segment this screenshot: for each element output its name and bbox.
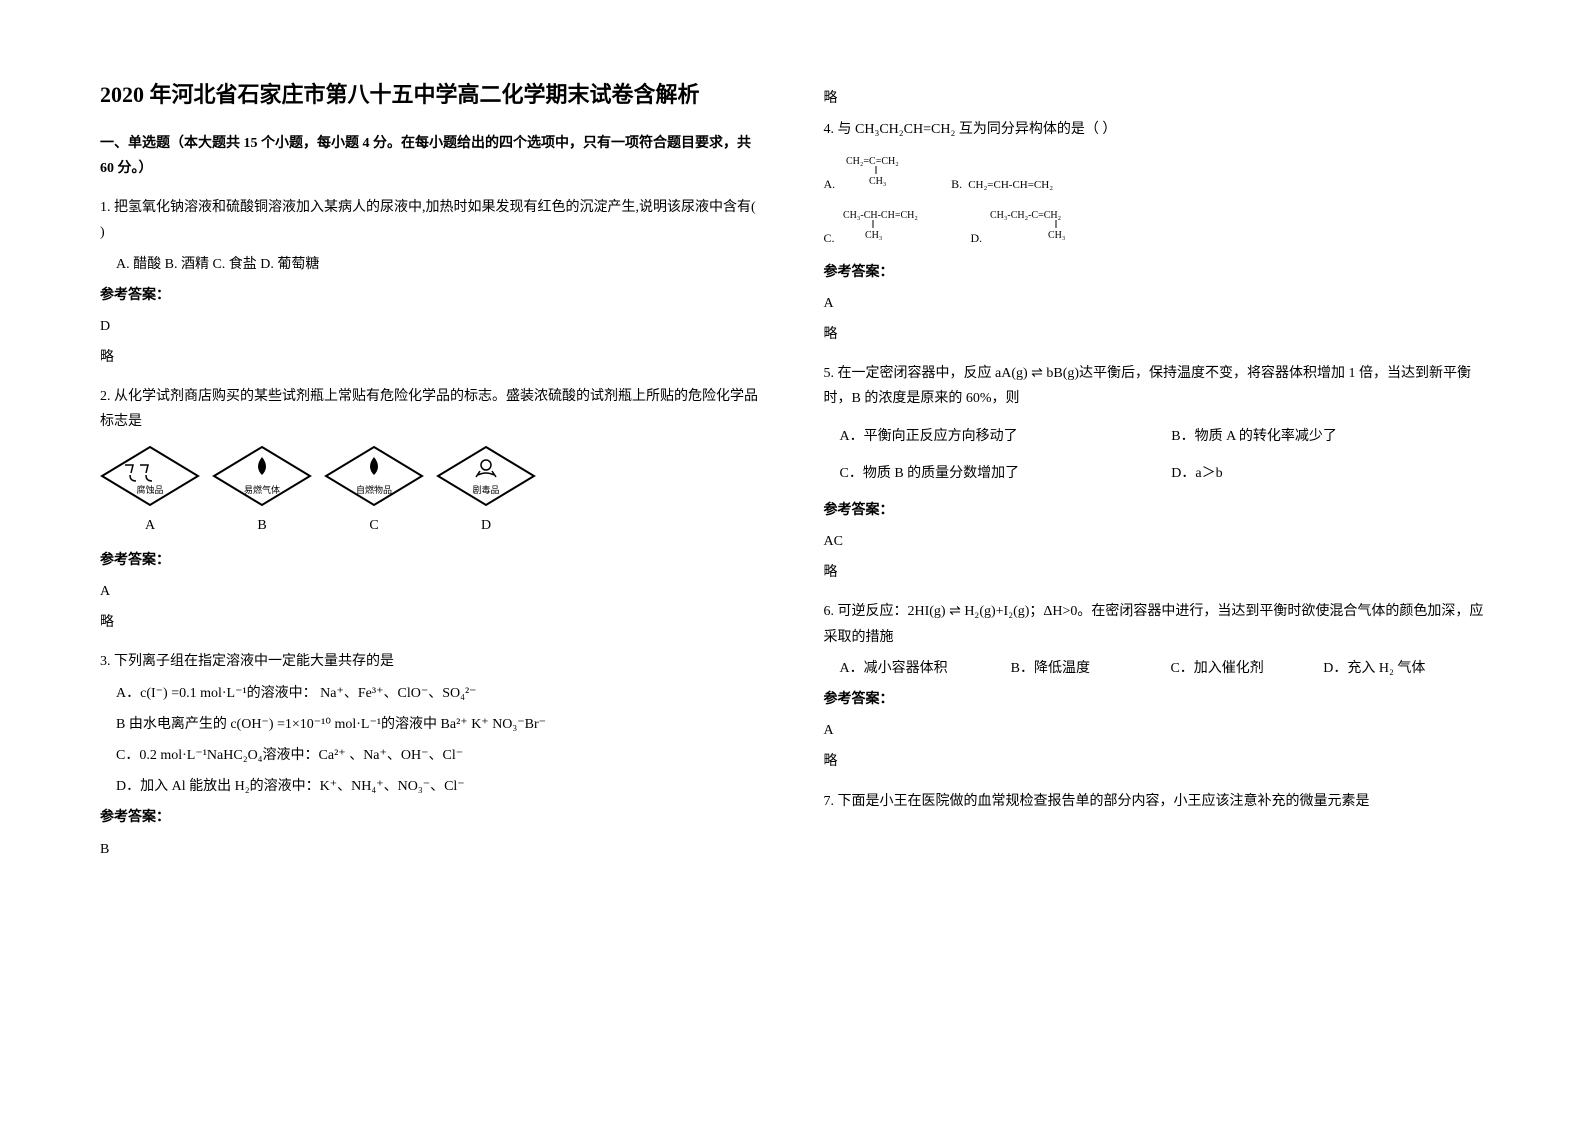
q5-option-b: B．物质 A 的转化率减少了 bbox=[1171, 424, 1487, 449]
hazard-toxic-icon: 剧毒品 bbox=[436, 445, 536, 507]
q7-text: 7. 下面是小王在医院做的血常规检查报告单的部分内容，小王应该注意补充的微量元素… bbox=[824, 789, 1488, 814]
question-5: 5. 在一定密闭容器中，反应 aA(g) ⇌ bB(g)达平衡后，保持温度不变，… bbox=[824, 361, 1488, 585]
q2-answer-label: 参考答案： bbox=[100, 548, 764, 573]
q4-structure-a-icon: CH₂=C=CH₂ CH₃ bbox=[841, 152, 921, 196]
q4-structure-c-icon: CH₃-CH-CH=CH₂ CH₃ bbox=[841, 206, 941, 250]
q6-brief: 略 bbox=[824, 749, 1488, 774]
document-title: 2020 年河北省石家庄市第八十五中学高二化学期末试卷含解析 bbox=[100, 80, 764, 111]
question-6: 6. 可逆反应：2HI(g) ⇌ H₂(g)+I₂(g)；ΔH>0。在密闭容器中… bbox=[824, 599, 1488, 774]
svg-text:CH₃: CH₃ bbox=[865, 230, 882, 241]
q5-answer: AC bbox=[824, 529, 1488, 554]
hazard-c-label: 自燃物品 bbox=[356, 484, 392, 495]
q1-text: 1. 把氢氧化钠溶液和硫酸铜溶液加入某病人的尿液中,加热时如果发现有红色的沉淀产… bbox=[100, 195, 764, 245]
q1-answer: D bbox=[100, 314, 764, 339]
question-1: 1. 把氢氧化钠溶液和硫酸铜溶液加入某病人的尿液中,加热时如果发现有红色的沉淀产… bbox=[100, 195, 764, 370]
q6-text: 6. 可逆反应：2HI(g) ⇌ H₂(g)+I₂(g)；ΔH>0。在密闭容器中… bbox=[824, 599, 1488, 649]
q2-label-a: A bbox=[100, 513, 200, 538]
q5-text: 5. 在一定密闭容器中，反应 aA(g) ⇌ bB(g)达平衡后，保持温度不变，… bbox=[824, 361, 1488, 411]
q4-option-c: C. CH₃-CH-CH=CH₂ CH₃ bbox=[824, 206, 941, 250]
q5-option-c: C．物质 B 的质量分数增加了 bbox=[840, 461, 1156, 486]
q5-option-d: D．a＞b bbox=[1171, 461, 1487, 486]
q3-option-d: D．加入 Al 能放出 H₂的溶液中：K⁺、NH₄⁺、NO₃⁻、Cl⁻ bbox=[116, 774, 764, 799]
q4-row-2: C. CH₃-CH-CH=CH₂ CH₃ D. CH₃-CH₂-C=CH₂ bbox=[824, 206, 1488, 250]
q5-brief: 略 bbox=[824, 560, 1488, 585]
svg-text:CH₃-CH₂-C=CH₂: CH₃-CH₂-C=CH₂ bbox=[990, 210, 1061, 221]
section-1-instructions: 一、单选题（本大题共 15 个小题，每小题 4 分。在每小题给出的四个选项中，只… bbox=[100, 131, 764, 181]
q4-structure-d-icon: CH₃-CH₂-C=CH₂ CH₃ bbox=[988, 206, 1098, 250]
q4-option-b: B. CH₂=CH-CH=CH₂ bbox=[951, 174, 1053, 196]
hazard-corrosive-icon: 腐蚀品 bbox=[100, 445, 200, 507]
q4-structure-b: CH₂=CH-CH=CH₂ bbox=[968, 176, 1053, 196]
svg-text:CH₃: CH₃ bbox=[1048, 230, 1065, 241]
q6-answer-label: 参考答案： bbox=[824, 687, 1488, 712]
hazard-flammable-gas-icon: 易燃气体 bbox=[212, 445, 312, 507]
q6-answer: A bbox=[824, 718, 1488, 743]
question-3: 3. 下列离子组在指定溶液中一定能大量共存的是 A．c(I⁻) =0.1 mol… bbox=[100, 649, 764, 861]
q6-options: A．减小容器体积 B．降低温度 C．加入催化剂 D．充入 H₂ 气体 bbox=[840, 656, 1488, 681]
hazard-a-label: 腐蚀品 bbox=[136, 484, 163, 495]
q5-option-a: A．平衡向正反应方向移动了 bbox=[840, 424, 1156, 449]
q4-answer: A bbox=[824, 291, 1488, 316]
q4-label-d: D. bbox=[971, 228, 983, 250]
q3-answer: B bbox=[100, 837, 764, 862]
q3-option-a: A．c(I⁻) =0.1 mol·L⁻¹的溶液中： Na⁺、Fe³⁺、ClO⁻、… bbox=[116, 681, 764, 706]
q3-option-c: C．0.2 mol·L⁻¹NaHC₂O₄溶液中：Ca²⁺ 、Na⁺、OH⁻、Cl… bbox=[116, 743, 764, 768]
q4-option-a: A. CH₂=C=CH₂ CH₃ bbox=[824, 152, 922, 196]
q3-answer-label: 参考答案： bbox=[100, 805, 764, 830]
left-column: 2020 年河北省石家庄市第八十五中学高二化学期末试卷含解析 一、单选题（本大题… bbox=[100, 80, 764, 876]
hazard-d-label: 剧毒品 bbox=[472, 484, 499, 495]
q4-answer-label: 参考答案： bbox=[824, 260, 1488, 285]
q4-text: 4. 与 CH₃CH₂CH=CH₂ 互为同分异构体的是（ ） bbox=[824, 117, 1488, 142]
q2-label-d: D bbox=[436, 513, 536, 538]
q3-text: 3. 下列离子组在指定溶液中一定能大量共存的是 bbox=[100, 649, 764, 674]
q2-option-labels: A B C D bbox=[100, 513, 764, 538]
question-7: 7. 下面是小王在医院做的血常规检查报告单的部分内容，小王应该注意补充的微量元素… bbox=[824, 789, 1488, 814]
q4-brief: 略 bbox=[824, 322, 1488, 347]
q2-hazard-icons: 腐蚀品 易燃气体 自燃物品 bbox=[100, 445, 764, 507]
hazard-b-label: 易燃气体 bbox=[244, 484, 280, 495]
q2-brief: 略 bbox=[100, 610, 764, 635]
svg-text:CH₃-CH-CH=CH₂: CH₃-CH-CH=CH₂ bbox=[843, 210, 918, 221]
q3-brief: 略 bbox=[824, 86, 1488, 111]
q5-answer-label: 参考答案： bbox=[824, 498, 1488, 523]
q4-label-c: C. bbox=[824, 228, 835, 250]
svg-text:CH₂=C=CH₂: CH₂=C=CH₂ bbox=[846, 156, 899, 167]
q3-option-b: B 由水电离产生的 c(OH⁻) =1×10⁻¹⁰ mol·L⁻¹的溶液中 Ba… bbox=[116, 712, 764, 737]
q4-label-a: A. bbox=[824, 174, 836, 196]
q1-answer-label: 参考答案： bbox=[100, 283, 764, 308]
q2-answer: A bbox=[100, 579, 764, 604]
q2-text: 2. 从化学试剂商店购买的某些试剂瓶上常贴有危险化学品的标志。盛装浓硫酸的试剂瓶… bbox=[100, 384, 764, 434]
q4-row-1: A. CH₂=C=CH₂ CH₃ B. CH₂=CH-CH=CH₂ bbox=[824, 152, 1488, 196]
question-2: 2. 从化学试剂商店购买的某些试剂瓶上常贴有危险化学品的标志。盛装浓硫酸的试剂瓶… bbox=[100, 384, 764, 635]
q4-option-d: D. CH₃-CH₂-C=CH₂ CH₃ bbox=[971, 206, 1099, 250]
q2-label-c: C bbox=[324, 513, 424, 538]
q4-label-b: B. bbox=[951, 174, 962, 196]
hazard-spontaneous-combustible-icon: 自燃物品 bbox=[324, 445, 424, 507]
q1-options: A. 醋酸 B. 酒精 C. 食盐 D. 葡萄糖 bbox=[116, 252, 764, 277]
question-4: 4. 与 CH₃CH₂CH=CH₂ 互为同分异构体的是（ ） A. CH₂=C=… bbox=[824, 117, 1488, 347]
svg-text:CH₃: CH₃ bbox=[869, 176, 886, 187]
q1-brief: 略 bbox=[100, 345, 764, 370]
right-column: 略 4. 与 CH₃CH₂CH=CH₂ 互为同分异构体的是（ ） A. CH₂=… bbox=[824, 80, 1488, 876]
q2-label-b: B bbox=[212, 513, 312, 538]
